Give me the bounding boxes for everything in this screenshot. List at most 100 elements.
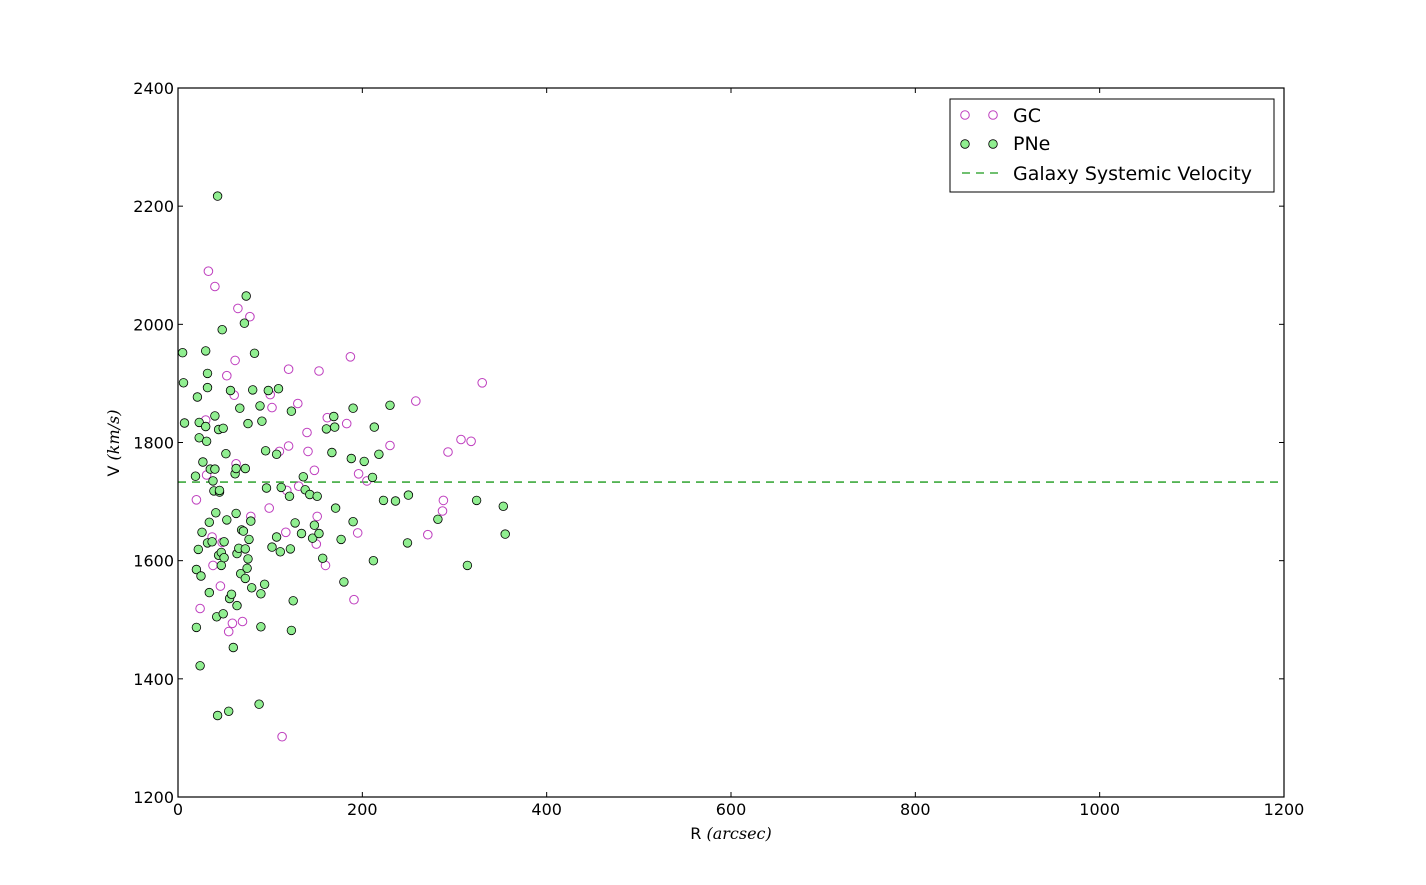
pne-point <box>225 385 236 396</box>
pne-point <box>177 348 188 358</box>
pne-point <box>210 464 220 474</box>
pne-point <box>296 528 307 539</box>
x-axis-label: R (arcsec) <box>690 824 772 843</box>
gc-point <box>349 594 359 605</box>
legend-box <box>949 98 1275 193</box>
pne-point <box>336 534 346 545</box>
pne-point <box>204 587 215 598</box>
pne-point <box>462 560 473 571</box>
legend-gc-marker <box>960 110 970 120</box>
gc-point <box>312 511 323 522</box>
pne-point <box>259 579 270 590</box>
legend: GC PNe Galaxy Systemic Velocity <box>949 98 1275 193</box>
gc-point <box>477 378 488 388</box>
pne-point <box>276 482 286 493</box>
pne-point <box>198 457 208 467</box>
pne-point <box>329 411 339 422</box>
gc-point <box>283 364 294 375</box>
pne-point <box>240 463 251 474</box>
pne-point <box>226 589 237 600</box>
pne-point <box>202 368 213 379</box>
pne-point <box>263 385 274 396</box>
gc-point <box>208 560 218 571</box>
pne-point <box>223 706 234 717</box>
pne-point <box>200 421 211 432</box>
gc-point <box>309 465 320 476</box>
pne-point <box>256 622 266 632</box>
pne-point <box>309 520 320 530</box>
gc-point <box>466 436 476 447</box>
pne-point <box>207 537 217 547</box>
x-tick-label: 1200 <box>1264 800 1305 819</box>
gc-point <box>456 434 466 445</box>
pne-point <box>260 446 271 456</box>
pne-point <box>339 577 349 587</box>
y-tick-label: 1200 <box>133 788 174 807</box>
legend-pne-marker <box>988 139 998 149</box>
pne-point <box>192 392 203 402</box>
legend-gc-marker <box>988 110 998 120</box>
pne-point <box>348 403 358 413</box>
pne-point <box>267 542 277 552</box>
pne-point <box>330 503 341 513</box>
pne-point <box>256 589 266 599</box>
pne-point <box>402 538 413 548</box>
pne-point <box>500 529 510 539</box>
pne-point <box>232 600 242 611</box>
pne-point <box>191 622 202 633</box>
y-tick-label: 2400 <box>133 79 174 98</box>
x-tick-label: 0 <box>173 800 183 819</box>
pne-point <box>211 508 221 518</box>
pne-point <box>346 453 357 464</box>
pne-point <box>214 485 225 496</box>
gc-point <box>203 266 214 277</box>
pne-point <box>498 501 509 512</box>
x-tick-label: 400 <box>531 800 562 819</box>
y-tick-label: 2000 <box>133 315 174 334</box>
pne-point <box>368 556 379 566</box>
pne-point <box>208 476 218 486</box>
pne-point <box>222 515 232 525</box>
y-tick-label: 1800 <box>133 434 174 453</box>
pne-point <box>212 710 223 721</box>
pne-point <box>243 554 253 564</box>
pne-point <box>202 382 213 393</box>
plot-frame <box>177 87 1285 798</box>
pne-point <box>273 384 284 394</box>
pne-point <box>290 518 300 528</box>
gc-point <box>230 355 240 366</box>
gc-point <box>267 402 277 413</box>
pne-point <box>218 423 228 434</box>
pne-point <box>314 528 324 539</box>
y-tick-label: 2200 <box>133 197 174 216</box>
axis-ticks-layer: 0 200 400 600 800 1000 1200 1200 1400 1600 1800 200… <box>133 79 1304 819</box>
pne-point <box>190 471 201 481</box>
pne-point <box>201 436 212 447</box>
x-tick-label: 800 <box>900 800 931 819</box>
pne-point <box>330 422 340 432</box>
pne-point <box>246 583 257 593</box>
y-axis-label-unit: (km/s) <box>104 410 123 461</box>
legend-pne-marker <box>960 139 970 149</box>
gc-point <box>283 441 294 451</box>
y-tick-label: 1600 <box>133 552 174 571</box>
gc-point <box>223 626 234 637</box>
gc-point <box>353 469 364 479</box>
gc-point <box>237 616 248 627</box>
pne-point <box>179 418 190 428</box>
data-points-layer <box>177 191 510 742</box>
pne-point <box>359 456 369 467</box>
pne-point <box>247 385 258 395</box>
pne-point <box>221 449 231 459</box>
pne-point <box>367 472 378 483</box>
gc-point <box>245 311 255 322</box>
x-axis-label-prefix: R <box>690 824 701 843</box>
pne-point <box>204 517 215 528</box>
pne-point <box>348 517 358 527</box>
gc-point <box>314 366 324 376</box>
x-axis-label-unit: (arcsec) <box>706 824 771 843</box>
pne-point <box>254 699 264 709</box>
pne-point <box>321 424 332 434</box>
gc-point <box>341 418 352 429</box>
